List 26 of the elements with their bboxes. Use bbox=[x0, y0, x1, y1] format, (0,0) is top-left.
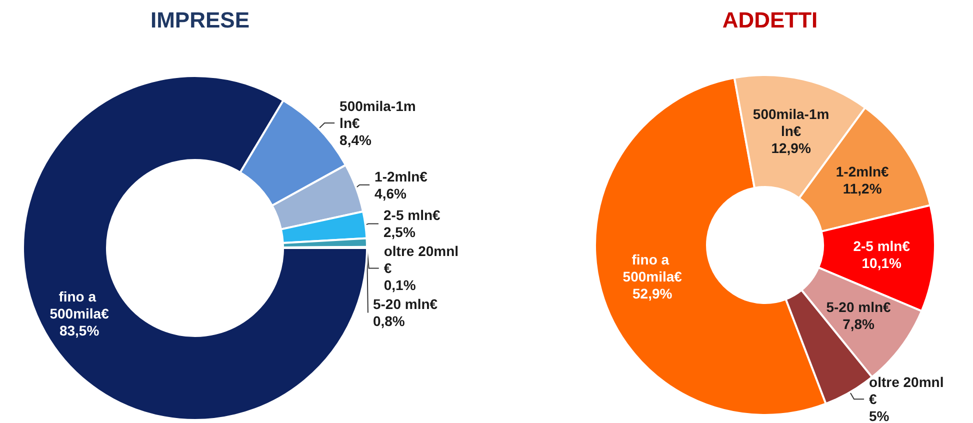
data-label: 0,1% bbox=[384, 277, 416, 294]
slice-label: oltre 20mnl€ bbox=[869, 374, 944, 408]
data-label: 12,9% bbox=[771, 140, 812, 156]
slice-label: 2-5 mln€ bbox=[853, 238, 910, 254]
slice-label: 500mila-1mln€ bbox=[752, 106, 830, 139]
data-label: 11,2% bbox=[842, 180, 882, 197]
slice-label: 1-2mln€ bbox=[836, 164, 889, 180]
data-label: 10,1% bbox=[862, 255, 902, 272]
slice-label: 2-5 mln€ bbox=[383, 207, 441, 224]
data-label: 52,9% bbox=[632, 286, 673, 302]
slice-label: 5-20 mln€ bbox=[826, 298, 892, 315]
slice-label: 500mila-1mln€ bbox=[340, 98, 416, 132]
slice-label: fino a 500mila€ bbox=[622, 252, 682, 285]
slice-label: 1-2mln€ bbox=[374, 168, 428, 184]
data-label: 0,8% bbox=[372, 313, 406, 330]
slice-label: oltre 20mnl€ bbox=[384, 243, 459, 276]
slice-label: fino a 500mila€ bbox=[50, 288, 110, 322]
data-label: 83,5% bbox=[59, 322, 100, 339]
slice-label: 5-20 mln€ bbox=[372, 296, 438, 312]
data-label: 4,6% bbox=[374, 185, 408, 202]
data-label: 5% bbox=[869, 408, 890, 423]
chart-title: IMPRESE bbox=[150, 8, 250, 32]
data-label: 2,5% bbox=[383, 224, 416, 240]
chart-title: ADDETTI bbox=[722, 8, 818, 32]
data-label: 8,4% bbox=[340, 132, 372, 148]
data-label: 7,8% bbox=[842, 316, 876, 332]
